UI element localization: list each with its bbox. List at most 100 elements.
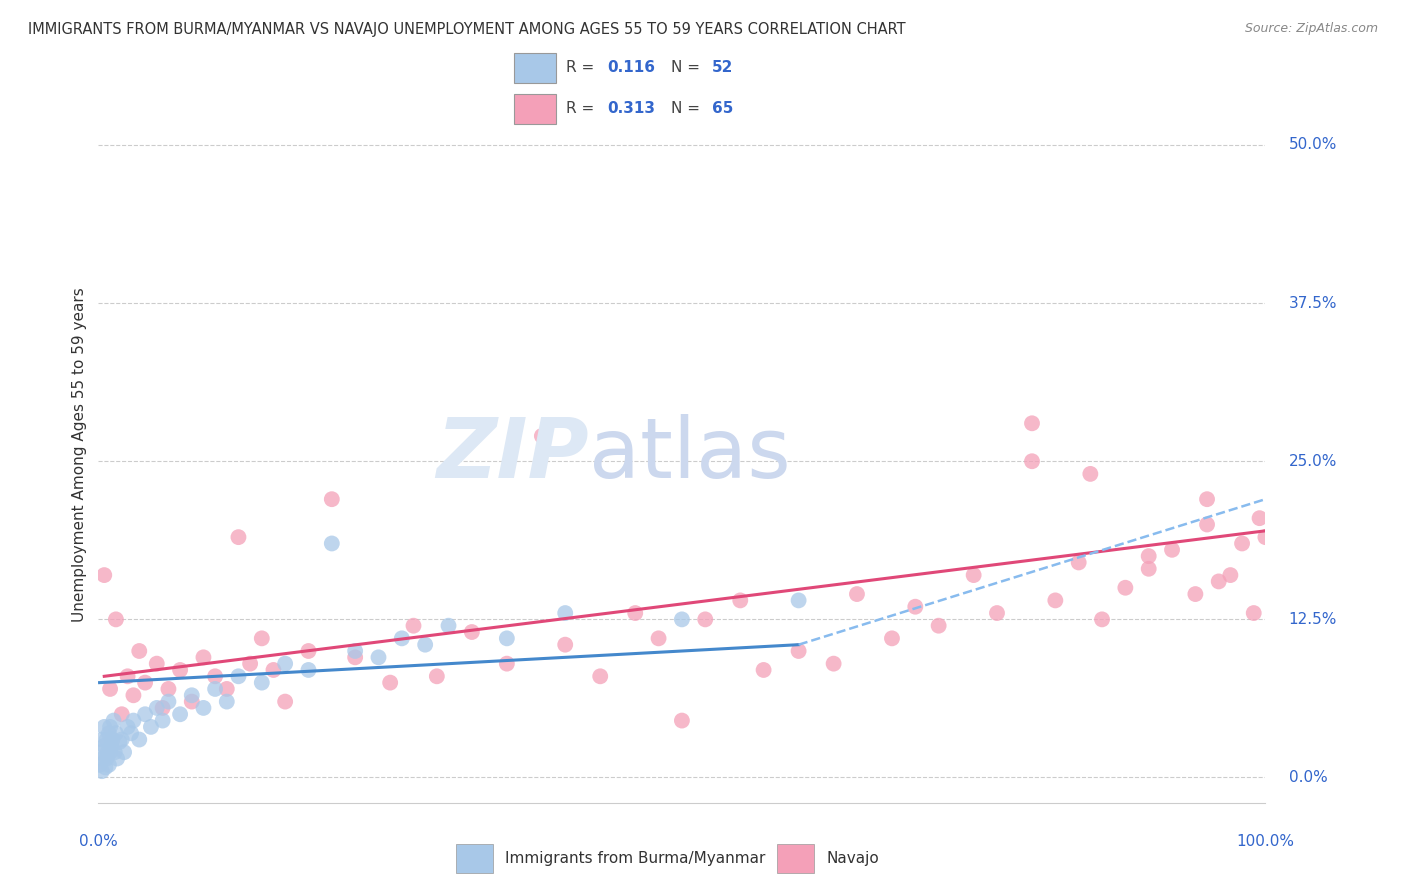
Point bbox=[297, 644, 319, 658]
Point bbox=[98, 681, 121, 696]
Point bbox=[169, 707, 191, 722]
Point bbox=[228, 530, 250, 544]
Point bbox=[1230, 536, 1253, 550]
Point bbox=[1067, 556, 1090, 570]
Point bbox=[93, 568, 115, 582]
Point bbox=[157, 681, 180, 696]
Text: Source: ZipAtlas.com: Source: ZipAtlas.com bbox=[1244, 22, 1378, 36]
Point bbox=[695, 612, 717, 626]
Point bbox=[120, 726, 142, 740]
Point bbox=[239, 657, 262, 671]
Point bbox=[1091, 612, 1114, 626]
Text: 0.0%: 0.0% bbox=[79, 834, 118, 849]
Point bbox=[169, 663, 191, 677]
Point bbox=[128, 732, 150, 747]
Point bbox=[104, 745, 127, 759]
Point bbox=[554, 638, 576, 652]
Point bbox=[647, 632, 669, 646]
Point bbox=[101, 732, 124, 747]
Point bbox=[378, 675, 402, 690]
Text: N =: N = bbox=[671, 61, 700, 75]
Point bbox=[1184, 587, 1206, 601]
Bar bbox=[778, 844, 814, 873]
Point bbox=[1195, 517, 1218, 532]
Point bbox=[112, 745, 135, 759]
Point bbox=[139, 720, 162, 734]
Point bbox=[1254, 530, 1277, 544]
Point bbox=[1249, 511, 1271, 525]
Point bbox=[104, 612, 127, 626]
Text: 100.0%: 100.0% bbox=[1236, 834, 1295, 849]
Point bbox=[128, 644, 150, 658]
Point bbox=[904, 599, 927, 614]
Point bbox=[1045, 593, 1067, 607]
Point bbox=[402, 618, 425, 632]
Point bbox=[157, 695, 180, 709]
Point bbox=[111, 732, 134, 747]
Point bbox=[554, 606, 576, 620]
Point bbox=[1137, 562, 1160, 576]
Point bbox=[1021, 454, 1043, 468]
Point bbox=[297, 663, 319, 677]
Point bbox=[111, 707, 134, 722]
Point bbox=[1021, 417, 1043, 431]
Text: 25.0%: 25.0% bbox=[1289, 454, 1337, 468]
Point bbox=[215, 695, 238, 709]
Point bbox=[180, 688, 202, 702]
Point bbox=[752, 663, 775, 677]
Text: 12.5%: 12.5% bbox=[1289, 612, 1337, 627]
Point bbox=[89, 757, 111, 772]
Point bbox=[100, 739, 122, 753]
Point bbox=[671, 714, 693, 728]
Point bbox=[962, 568, 984, 582]
Point bbox=[495, 657, 517, 671]
Point bbox=[530, 429, 553, 443]
Point bbox=[321, 492, 343, 507]
Text: Navajo: Navajo bbox=[827, 851, 880, 866]
Point bbox=[1114, 581, 1136, 595]
Bar bbox=[456, 844, 492, 873]
Point bbox=[262, 663, 284, 677]
Text: ZIP: ZIP bbox=[436, 415, 589, 495]
Point bbox=[122, 714, 145, 728]
Point bbox=[97, 757, 120, 772]
Point bbox=[1219, 568, 1241, 582]
Point bbox=[1195, 492, 1218, 507]
Point bbox=[134, 675, 156, 690]
Point bbox=[104, 726, 127, 740]
Point bbox=[1137, 549, 1160, 563]
Y-axis label: Unemployment Among Ages 55 to 59 years: Unemployment Among Ages 55 to 59 years bbox=[72, 287, 87, 623]
Point bbox=[204, 669, 226, 683]
Point bbox=[94, 760, 117, 774]
Point bbox=[193, 650, 215, 665]
Point bbox=[134, 707, 156, 722]
Point bbox=[1161, 542, 1184, 557]
Point bbox=[928, 618, 950, 632]
Point bbox=[730, 593, 752, 607]
Point bbox=[96, 732, 118, 747]
Point bbox=[215, 681, 238, 696]
Point bbox=[437, 618, 460, 632]
Text: 50.0%: 50.0% bbox=[1289, 137, 1337, 153]
Point bbox=[1243, 606, 1265, 620]
Point bbox=[90, 732, 112, 747]
Point bbox=[845, 587, 868, 601]
Bar bbox=[515, 53, 555, 83]
Point bbox=[97, 726, 120, 740]
Point bbox=[122, 688, 145, 702]
Point bbox=[344, 650, 367, 665]
Point bbox=[589, 669, 612, 683]
Text: 0.313: 0.313 bbox=[607, 102, 655, 116]
Point bbox=[880, 632, 903, 646]
Point bbox=[97, 745, 120, 759]
Point bbox=[108, 735, 131, 749]
Point bbox=[250, 632, 273, 646]
Text: 0.116: 0.116 bbox=[607, 61, 655, 75]
Point bbox=[152, 714, 174, 728]
Point bbox=[367, 650, 389, 665]
Point bbox=[391, 632, 413, 646]
Point bbox=[103, 714, 125, 728]
Point bbox=[204, 681, 226, 696]
Point bbox=[787, 593, 810, 607]
Point bbox=[152, 701, 174, 715]
